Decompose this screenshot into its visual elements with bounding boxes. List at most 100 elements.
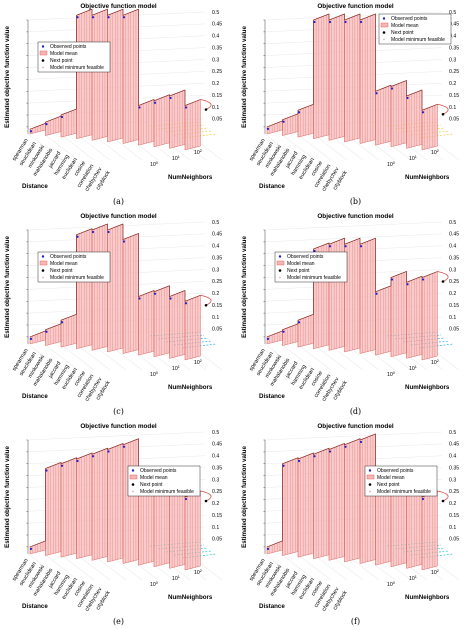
legend-entry: Model mean — [287, 261, 315, 267]
legend-entry: Model minimum feasible — [50, 65, 104, 71]
observed-points — [266, 20, 425, 130]
observed-point — [76, 16, 79, 19]
legend-entry: Observed points — [391, 16, 428, 22]
z-tick-label: 0.3 — [449, 477, 456, 483]
observed-point — [406, 283, 409, 286]
legend-entry: Model minimum feasible — [377, 489, 431, 495]
y-axis-label: NumNeighbors — [405, 174, 450, 181]
floor-line — [264, 343, 300, 371]
legend-entry: Next point — [377, 482, 400, 488]
legend-marker-observed — [382, 17, 386, 20]
floor-line — [59, 133, 95, 161]
observed-point — [359, 440, 363, 444]
observed-point — [328, 245, 332, 248]
floor-line — [280, 343, 316, 371]
z-tick-label: 0.25 — [449, 279, 459, 285]
y-tick-label: 101 — [409, 155, 417, 162]
z-tick-label: 0.35 — [212, 465, 222, 471]
z-axis — [263, 19, 266, 134]
z-tick-labels: 0.05 0.1 0.15 0.2 0.25 0.3 0.35 0.4 0.45 0.5 — [449, 430, 459, 543]
floor-line — [296, 343, 332, 371]
floor-contour — [181, 133, 217, 139]
z-axis — [263, 439, 266, 554]
surface-chart: Objective function model Estimated object… — [241, 3, 459, 206]
y-axis-label: NumNeighbors — [168, 174, 213, 181]
surface-chart: Objective function model Estimated object… — [241, 213, 459, 416]
surface-tail — [200, 294, 212, 306]
z-tick-label: 0.05 — [449, 537, 459, 543]
z-tick-label: 0.05 — [449, 327, 459, 333]
observed-point — [421, 278, 425, 281]
chart-title: Objective function model — [317, 3, 394, 10]
floor-contour — [418, 343, 454, 349]
z-tick-label: 0.1 — [449, 315, 456, 321]
z-tick-label: 0.15 — [212, 303, 222, 309]
z-tick-label: 0.05 — [212, 327, 222, 333]
y-tick-labels: 100 101 102 — [150, 359, 202, 378]
surface — [266, 13, 449, 151]
z-tick-label: 0.2 — [212, 81, 219, 87]
z-axis-label: Estimated objective function value — [241, 236, 248, 338]
z-tick-label: 0.1 — [212, 315, 219, 321]
surface — [266, 433, 449, 571]
observed-point — [169, 297, 172, 300]
y-axis-label: NumNeighbors — [168, 594, 213, 601]
panel-a: Objective function model Estimated object… — [0, 0, 237, 210]
next-point — [441, 499, 445, 503]
y-tick-label: 101 — [409, 365, 417, 372]
observed-point — [313, 249, 316, 253]
z-tick-label: 0.4 — [212, 454, 219, 460]
y-tick-labels: 100 101 102 — [387, 149, 439, 168]
z-tick-label: 0.15 — [212, 513, 222, 519]
panel-caption: (b) — [350, 197, 361, 206]
legend-marker-mean — [276, 260, 285, 266]
chart-title: Objective function model — [80, 213, 157, 220]
floor-contour — [418, 133, 454, 139]
observed-point — [184, 497, 188, 501]
x-tick-labels: spearmanseuclideanminkowskimahalanobisja… — [11, 558, 111, 613]
observed-point — [153, 292, 157, 295]
z-tick-label: 0.05 — [449, 117, 459, 123]
observed-point — [60, 464, 64, 467]
observed-points — [29, 16, 188, 133]
next-point — [204, 108, 208, 111]
z-tick-label: 0.15 — [212, 93, 222, 99]
z-axis — [26, 439, 29, 554]
z-tick-label: 0.5 — [449, 10, 456, 16]
z-tick-label: 0.35 — [212, 255, 222, 261]
next-point — [441, 112, 445, 116]
y-tick-label: 100 — [387, 581, 395, 588]
observed-point — [107, 230, 110, 234]
observed-point — [29, 130, 33, 133]
z-tick-label: 0.2 — [212, 291, 219, 297]
next-point — [441, 280, 445, 283]
legend-marker-observed — [368, 469, 372, 472]
x-tick-labels: spearmanseuclideanminkowskimahalanobisja… — [248, 558, 348, 613]
observed-point — [45, 123, 48, 126]
legend-entry: Model mean — [140, 475, 168, 481]
legend-box — [37, 41, 111, 73]
z-tick-label: 0.4 — [449, 454, 456, 460]
legend-entry: Next point — [391, 30, 414, 36]
observed-point — [344, 445, 347, 448]
z-tick-label: 0.3 — [212, 57, 219, 63]
surface-chart: Objective function model Estimated object… — [4, 213, 222, 416]
legend-marker-observed — [131, 469, 135, 472]
legend-marker-next — [41, 59, 45, 62]
z-tick-label: 0.25 — [212, 69, 222, 75]
observed-point — [91, 230, 95, 234]
y-tick-label: 100 — [150, 371, 158, 378]
floor-line — [59, 343, 95, 371]
z-tick-label: 0.25 — [449, 489, 459, 495]
observed-point — [297, 321, 301, 324]
legend-entry: Observed points — [377, 468, 414, 474]
observed-point — [138, 297, 141, 300]
observed-point — [266, 547, 270, 550]
legend-box — [378, 13, 452, 45]
legend-entry: Next point — [140, 482, 163, 488]
z-tick-label: 0.4 — [212, 244, 219, 250]
z-tick-label: 0.5 — [212, 10, 219, 16]
y-axis-label: NumNeighbors — [405, 384, 450, 391]
